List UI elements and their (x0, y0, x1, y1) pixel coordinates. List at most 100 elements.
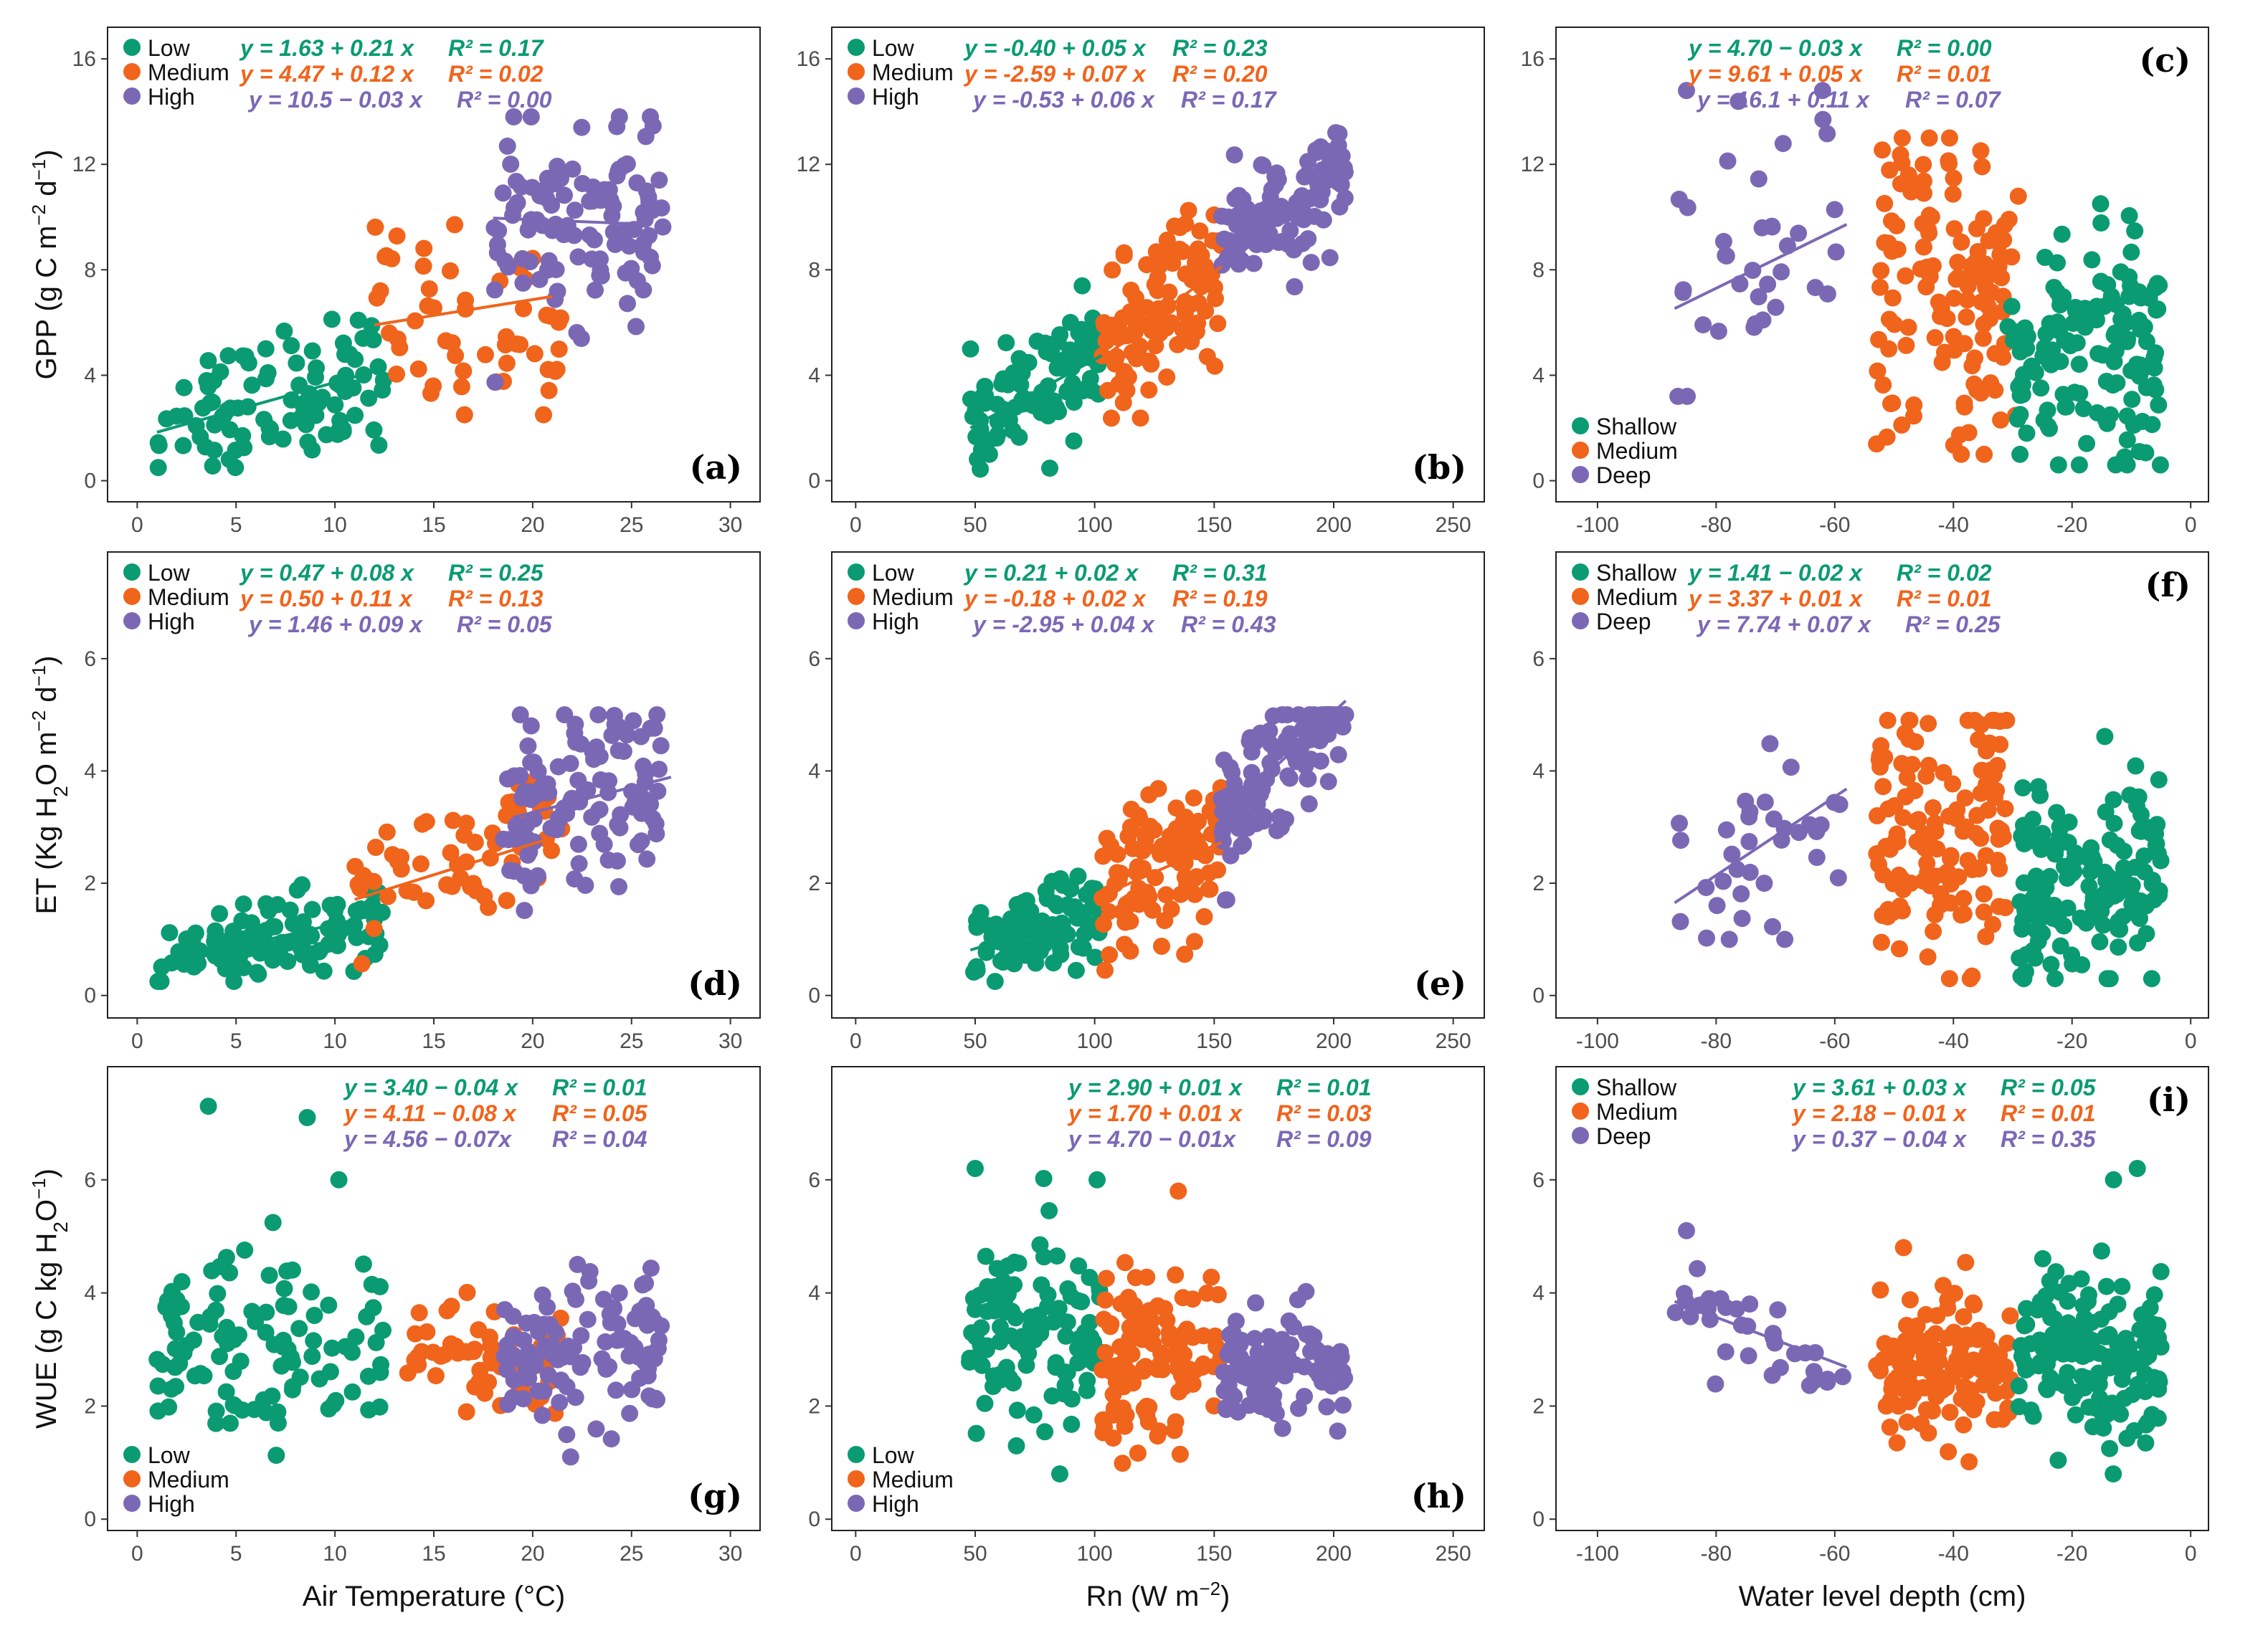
data-point (1314, 211, 1332, 229)
data-point (1898, 1371, 1916, 1389)
data-point (2014, 779, 2032, 796)
data-point (310, 1370, 328, 1388)
data-point (1086, 948, 1104, 966)
data-point (1880, 340, 1898, 358)
data-point (1893, 154, 1911, 172)
regression-equation: y = 0.50 + 0.11 x (239, 586, 413, 611)
data-point (1732, 885, 1750, 903)
data-point (1894, 809, 1912, 827)
data-point (1998, 1334, 2016, 1352)
data-point (2022, 1401, 2040, 1419)
data-point (1764, 918, 1781, 935)
data-point (455, 827, 473, 844)
data-point (649, 782, 667, 800)
data-point (1033, 384, 1051, 401)
data-point (1986, 345, 2004, 363)
data-point (1991, 234, 2008, 252)
data-point (1806, 279, 1824, 297)
r-squared: R² = 0.23 (1172, 35, 1268, 61)
data-point (191, 1365, 209, 1383)
data-point (2078, 434, 2096, 452)
data-point (2097, 373, 2115, 390)
data-point (1057, 1327, 1075, 1345)
data-point (2034, 1249, 2051, 1267)
data-point (1709, 323, 1727, 341)
data-point (2120, 206, 2138, 224)
data-point (168, 1323, 186, 1341)
data-point (2074, 1348, 2092, 1366)
panel-label: (f) (2145, 566, 2191, 604)
data-point (2105, 326, 2123, 344)
data-point (522, 108, 540, 125)
x-tick-label: -80 (1701, 513, 1732, 537)
r-squared: R² = 0.02 (448, 61, 544, 87)
data-point (583, 250, 601, 268)
legend-label: Low (148, 35, 191, 61)
data-point (379, 887, 397, 905)
data-point (1963, 357, 1981, 375)
data-point (969, 450, 987, 468)
data-point (1245, 1372, 1263, 1390)
data-point (1879, 800, 1897, 818)
data-point (176, 407, 194, 425)
data-point (1121, 1303, 1139, 1320)
legend-label: Medium (148, 1467, 229, 1492)
data-point (635, 281, 653, 299)
data-point (442, 262, 459, 280)
data-point (2082, 839, 2100, 857)
data-point (1083, 382, 1101, 399)
y-tick-label: 2 (84, 1394, 96, 1418)
y-tick-label: 6 (84, 647, 96, 671)
x-tick-label: 5 (230, 513, 242, 537)
data-point (1214, 832, 1232, 850)
data-point (610, 1284, 628, 1302)
data-point (224, 1396, 242, 1414)
data-point (2016, 1317, 2034, 1335)
data-point (2071, 384, 2089, 402)
data-point (2092, 214, 2110, 232)
x-tick-label: 0 (850, 1029, 862, 1053)
data-point (266, 918, 284, 935)
data-point (2091, 1389, 2109, 1407)
data-point (550, 341, 568, 358)
data-point (546, 290, 564, 308)
data-point (1201, 880, 1219, 898)
data-point (1813, 82, 1831, 100)
data-point (498, 354, 516, 372)
data-point (1893, 416, 1911, 434)
data-point (328, 937, 346, 955)
data-point (1723, 845, 1741, 863)
data-point (1171, 1445, 1189, 1463)
data-point (336, 346, 354, 363)
data-point (1149, 780, 1167, 798)
data-point (1945, 169, 1963, 187)
data-point (1940, 970, 1958, 988)
data-point (1957, 1254, 1975, 1272)
data-point (1185, 789, 1202, 807)
data-point (1336, 189, 1354, 207)
data-point (364, 1299, 382, 1317)
x-axis-title: Rn (W m−2) (1086, 1578, 1230, 1612)
data-point (1898, 1413, 1916, 1431)
scatter-points-i (1666, 1160, 2170, 1483)
data-point (1010, 910, 1028, 928)
data-point (2054, 386, 2072, 404)
data-point (217, 1383, 235, 1401)
data-point (518, 1314, 536, 1332)
data-point (2024, 942, 2042, 960)
data-point (1017, 1356, 1035, 1374)
regression-line (156, 370, 375, 434)
data-point (222, 1414, 239, 1432)
data-point (997, 334, 1015, 352)
data-point (1097, 1270, 1115, 1287)
data-point (1115, 244, 1133, 262)
y-tick-label: 4 (1532, 363, 1545, 387)
data-point (498, 892, 516, 910)
data-point (1093, 1361, 1111, 1379)
data-point (303, 441, 321, 459)
data-point (2074, 400, 2092, 417)
panel-label: (g) (688, 1477, 742, 1515)
data-point (2046, 970, 2064, 988)
data-point (465, 875, 483, 892)
